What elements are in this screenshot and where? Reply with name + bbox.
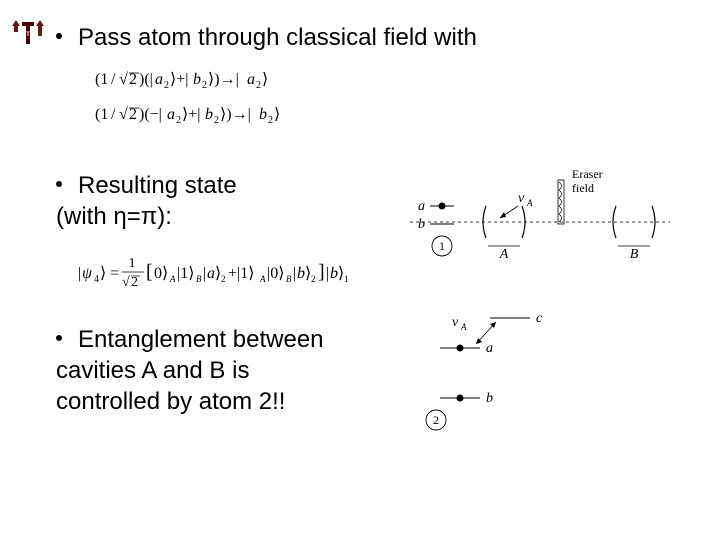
svg-text:2: 2 [131,275,138,290]
svg-text:b: b [193,71,201,88]
svg-text:A: A [259,274,266,284]
cavity-diagram-top: a b 1 ν A A Eraser field B [400,160,710,270]
svg-text:(1: (1 [95,71,108,88]
svg-text:2: 2 [164,80,169,91]
label-B: B [630,247,639,262]
svg-text:⟩)→|: ⟩)→| [220,106,251,123]
svg-text:a: a [247,71,255,88]
label-b2: b [486,391,493,406]
label-a: a [418,199,425,214]
svg-text:⟩ =: ⟩ = [100,265,119,282]
bullet-2-line1: Resulting state [78,172,237,199]
svg-text:|1⟩: |1⟩ [177,265,194,282]
equation-1: (1 / √ 2 )(| a 2 ⟩+| b 2 ⟩)→| a 2 ⟩ [95,66,335,99]
svg-text:b: b [205,106,213,123]
bullet-3-line2: cavities A and B is [56,357,249,384]
svg-text:b: b [330,265,338,282]
svg-text:)(|: )(| [139,71,153,88]
svg-text:/: / [111,106,116,123]
svg-text:]: ] [318,261,325,283]
bullet-2-line2: (with η=π): [56,203,172,230]
svg-text:+|1⟩: +|1⟩ [228,265,254,282]
svg-text:4: 4 [94,274,99,285]
svg-text:)(−|: )(−| [139,106,162,123]
svg-text:0⟩: 0⟩ [154,265,168,282]
svg-text:2: 2 [311,274,316,284]
svg-text:2: 2 [202,80,207,91]
svg-text:|: | [203,265,206,282]
svg-text:2: 2 [176,115,181,126]
svg-text:|: | [326,265,329,282]
svg-text:1: 1 [344,274,349,284]
tamu-logo: T [10,18,46,48]
label-one: 1 [439,239,445,253]
label-nuA2: ν [452,315,459,330]
svg-text:2: 2 [129,106,137,123]
svg-text:√: √ [119,106,128,123]
bullet-3-line1: Entanglement between [78,326,324,353]
label-nuA: ν [518,191,525,206]
bullet-1: Pass atom through classical field with [56,22,477,53]
svg-text:a: a [155,71,163,88]
equation-2: (1 / √ 2 )(−| a 2 ⟩+| b 2 ⟩)→| b 2 ⟩ [95,101,345,134]
svg-text:2: 2 [268,115,273,126]
bullet-dot [56,335,62,341]
svg-text:|: | [78,265,81,282]
svg-text:|0⟩: |0⟩ [267,265,284,282]
atom2-levels-diagram: c a ν A b 2 [400,300,600,440]
svg-text:/: / [111,71,116,88]
bullet-3-text: Entanglement between cavities A and B is… [78,324,324,418]
bullet-2-text: Resulting state (with η=π): [78,170,237,232]
svg-text:A: A [169,274,176,284]
label-c: c [536,311,543,326]
equation-3: | ψ 4 ⟩ = 1 √ 2 [ 0⟩ A |1⟩ B | a ⟩ 2 +|1… [78,252,408,299]
svg-text:B: B [286,274,292,284]
svg-text:⟩+|: ⟩+| [182,106,200,123]
svg-text:|: | [293,265,296,282]
svg-text:⟩+|: ⟩+| [170,71,188,88]
bullet-dot [56,181,62,187]
svg-text:⟩: ⟩ [274,106,280,123]
svg-text:⟩: ⟩ [262,71,268,88]
label-a2: a [486,341,493,356]
svg-text:[: [ [146,261,153,283]
svg-text:ψ: ψ [82,265,93,282]
svg-text:(1: (1 [95,106,108,123]
svg-text:A: A [526,198,533,208]
svg-text:⟩)→|: ⟩)→| [208,71,239,88]
svg-text:2: 2 [129,71,137,88]
bullet-dot [56,33,62,39]
bullet-2: Resulting state (with η=π): [56,170,237,232]
svg-text:A: A [460,322,467,332]
svg-text:a: a [167,106,175,123]
svg-text:√: √ [119,71,128,88]
svg-text:b: b [297,265,305,282]
svg-text:2: 2 [214,115,219,126]
label-A: A [499,247,509,262]
svg-text:a: a [207,265,215,282]
svg-text:B: B [196,274,202,284]
svg-text:b: b [259,106,267,123]
bullet-1-text: Pass atom through classical field with [78,22,477,53]
svg-text:1: 1 [129,256,136,271]
svg-text:2: 2 [221,274,226,284]
svg-text:√: √ [122,275,130,290]
svg-text:2: 2 [256,80,261,91]
bullet-3-line3: controlled by atom 2!! [56,388,285,415]
bullet-3: Entanglement between cavities A and B is… [56,324,324,418]
label-two: 2 [433,413,439,427]
label-eraser2: field [572,181,594,195]
label-b: b [418,217,425,232]
svg-text:T: T [26,32,30,38]
label-eraser1: Eraser [572,167,603,181]
